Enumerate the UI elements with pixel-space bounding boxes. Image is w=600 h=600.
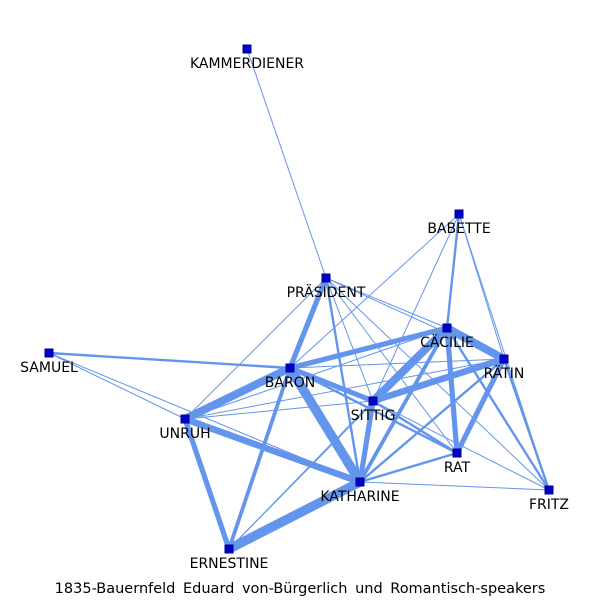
edge-kammerdiener-praesident [246, 48, 327, 279]
node-label-baron: BARON [265, 375, 315, 391]
edge-rat-katharine [359, 451, 458, 484]
edge-sittig-katharine [357, 400, 376, 483]
edge-baron-sittig [289, 365, 374, 404]
edge-caecilie-katharine [358, 327, 449, 483]
node-label-ernestine: ERNESTINE [190, 556, 269, 572]
node-caecilie [442, 323, 452, 333]
edge-caecilie-raetin [445, 324, 506, 363]
edge-praesident-unruh [184, 277, 327, 420]
edge-praesident-baron [287, 277, 329, 369]
node-ernestine [224, 544, 234, 554]
node-babette [454, 209, 464, 219]
edge-babette-caecilie [445, 213, 461, 329]
edge-praesident-sittig [325, 277, 374, 402]
node-label-caecilie: CÄCILIE [420, 333, 474, 351]
node-rat [452, 448, 462, 458]
edge-baron-ernestine [227, 367, 292, 550]
edge-raetin-fritz [502, 358, 551, 491]
edge-babette-sittig [372, 213, 460, 402]
edge-raetin-katharine [359, 358, 505, 483]
edge-raetin-sittig [371, 355, 506, 405]
edge-raetin-baron [289, 358, 505, 369]
edge-caecilie-rat [444, 327, 460, 454]
node-sittig [368, 396, 378, 406]
edge-unruh-ernestine [182, 418, 232, 550]
node-praesident [321, 273, 331, 283]
edge-caecilie-fritz [445, 327, 551, 491]
edge-caecilie-unruh [184, 327, 448, 420]
node-label-kammerdiener: KAMMERDIENER [190, 56, 304, 72]
edge-layer [48, 48, 551, 554]
edge-praesident-rat [325, 277, 458, 454]
edge-sittig-fritz [372, 400, 550, 491]
edge-samuel-unruh [48, 352, 186, 420]
edge-praesident-caecilie [325, 277, 448, 329]
node-label-babette: BABETTE [427, 221, 490, 237]
node-label-fritz: FRITZ [529, 497, 569, 513]
node-label-praesident: PRÄSIDENT [287, 283, 366, 301]
edge-praesident-fritz [325, 277, 550, 491]
edge-sittig-unruh [184, 400, 374, 420]
graph-caption: 1835-Bauernfeld Eduard von-Bürgerlich un… [54, 581, 546, 597]
edge-praesident-katharine [324, 277, 362, 483]
node-label-katharine: KATHARINE [320, 489, 399, 505]
edge-baron-unruh [183, 364, 292, 423]
edge-raetin-rat [454, 357, 507, 455]
edge-babette-baron [289, 213, 460, 369]
edge-unruh-katharine [183, 415, 362, 486]
node-layer [44, 44, 554, 554]
node-label-raetin: RÄTIN [484, 364, 525, 382]
node-fritz [544, 485, 554, 495]
edge-baron-katharine [285, 365, 365, 485]
node-label-sittig: SITTIG [351, 408, 396, 424]
node-unruh [180, 414, 190, 424]
edge-katharine-ernestine [226, 477, 363, 554]
edge-sittig-ernestine [228, 400, 374, 550]
node-baron [285, 363, 295, 373]
node-samuel [44, 348, 54, 358]
node-kammerdiener [242, 44, 252, 54]
node-label-unruh: UNRUH [159, 426, 210, 442]
edge-katharine-fritz [359, 481, 550, 491]
node-katharine [355, 477, 365, 487]
label-layer: KAMMERDIENER BABETTE PRÄSIDENT CÄCILIE RÄTIN… [20, 56, 569, 572]
edge-sittig-rat [372, 399, 458, 455]
node-label-rat: RAT [444, 460, 471, 476]
node-raetin [499, 354, 509, 364]
edge-caecilie-baron [289, 325, 448, 371]
node-label-samuel: SAMUEL [20, 360, 78, 376]
edge-samuel-baron [48, 351, 291, 370]
